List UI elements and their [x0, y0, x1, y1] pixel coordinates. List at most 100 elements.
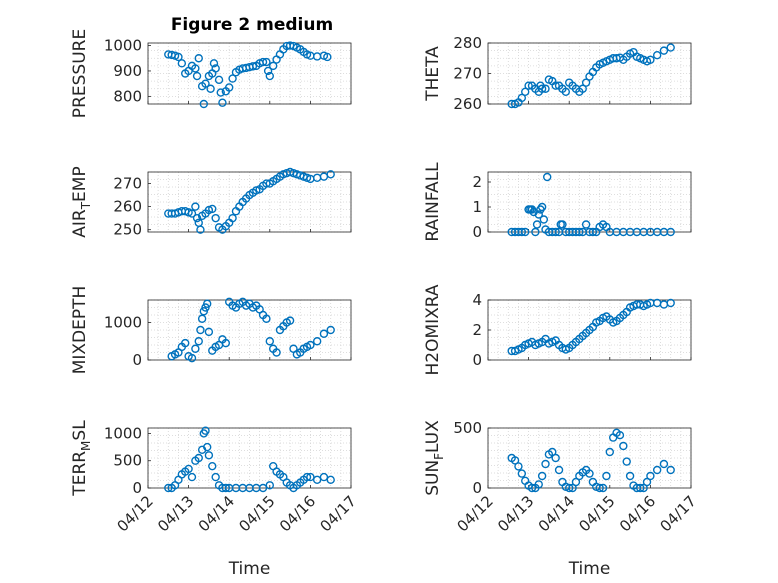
data-point: [228, 213, 237, 223]
data-point: [204, 327, 214, 337]
y-tick-label: 0: [472, 223, 482, 241]
x-tick-label: 04/13: [154, 492, 197, 535]
data-point: [187, 353, 197, 363]
data-point: [534, 210, 543, 219]
data-point: [622, 457, 631, 466]
subplot-terr-msl: 0 500 1000 TERRMSL 04/1204/1304/1404/1504/16…: [70, 420, 360, 579]
series-markers: [507, 298, 675, 356]
data-point: [537, 84, 547, 93]
y-axis-label: AIRTEMP: [70, 166, 93, 237]
data-point: [558, 220, 567, 229]
data-point: [214, 75, 224, 85]
subplot-air-temp: 250 260 270 AIRTEMP: [70, 166, 352, 239]
data-point: [204, 451, 214, 460]
y-tick-label: 260: [113, 198, 142, 216]
data-point: [177, 59, 187, 68]
data-point: [285, 316, 295, 325]
y-tick-label: 0: [132, 479, 142, 497]
x-tick-label: 04/12: [454, 492, 497, 535]
data-point: [265, 71, 274, 81]
y-tick-label: 900: [113, 62, 142, 80]
data-point: [191, 202, 200, 211]
data-point: [524, 81, 533, 90]
data-point: [203, 442, 212, 452]
y-tick-label: 2: [472, 173, 482, 191]
data-point: [211, 64, 220, 73]
data-point: [211, 213, 220, 223]
y-tick-label: 0: [472, 351, 482, 369]
x-tick-label: 04/14: [195, 492, 238, 535]
y-axis-label: RAINFALL: [423, 162, 443, 242]
data-point: [551, 227, 560, 237]
data-point: [312, 337, 322, 346]
data-point: [181, 338, 190, 348]
data-point: [625, 471, 635, 481]
data-point: [221, 483, 231, 493]
data-point: [646, 471, 655, 481]
data-point: [196, 225, 205, 234]
data-point: [201, 79, 210, 88]
grid-lines: [147, 42, 352, 105]
x-tick-label: 04/17: [317, 492, 360, 535]
y-tick-label: 270: [113, 175, 142, 193]
y-tick-label: 2: [472, 321, 482, 339]
data-point: [209, 59, 219, 68]
data-point: [534, 480, 543, 489]
data-point: [537, 471, 547, 481]
x-tick-label: 04/15: [235, 492, 278, 535]
data-point: [659, 46, 669, 55]
data-point: [578, 84, 587, 93]
y-tick-label: 800: [113, 87, 142, 105]
subplot-sun-flux: 0 500 SUNFLUX 04/1204/1304/1404/1504/1604/1…: [423, 419, 700, 579]
data-point: [605, 447, 614, 457]
data-point: [514, 462, 523, 471]
data-point: [224, 83, 234, 92]
data-point: [581, 220, 591, 229]
data-point: [510, 456, 520, 465]
y-axis-label: MIXDEPTH: [70, 286, 90, 375]
subplot-pressure: 800 900 1000 PRESSURE: [70, 29, 352, 118]
grid-lines: [147, 171, 352, 233]
data-point: [326, 325, 335, 335]
data-point: [581, 78, 591, 87]
data-point: [187, 472, 197, 482]
data-point: [262, 57, 271, 67]
data-point: [652, 51, 662, 60]
data-point: [191, 344, 200, 353]
x-axis-label: Time: [228, 559, 271, 579]
data-point: [194, 54, 203, 63]
data-point: [539, 215, 549, 224]
y-tick-label: 280: [453, 34, 482, 52]
data-point: [199, 99, 209, 109]
y-tick-label: 260: [453, 95, 482, 113]
data-point: [595, 483, 604, 493]
data-point: [537, 202, 547, 212]
x-tick-label: 04/15: [575, 492, 618, 535]
data-point: [258, 57, 268, 67]
y-tick-label: 1000: [104, 37, 142, 55]
data-point: [306, 472, 315, 482]
data-point: [568, 483, 577, 493]
data-point: [174, 52, 183, 62]
axes-box: [487, 427, 692, 489]
y-tick-label: 1000: [104, 314, 142, 332]
data-point: [208, 461, 217, 471]
x-tick-label: 04/12: [114, 492, 157, 535]
data-point: [531, 227, 540, 237]
data-point: [184, 464, 193, 474]
data-point: [527, 483, 537, 493]
series-markers: [507, 172, 675, 237]
data-point: [221, 338, 231, 348]
y-tick-label: 500: [453, 419, 482, 437]
data-point: [326, 170, 335, 179]
data-point: [517, 93, 527, 103]
data-point: [302, 472, 312, 482]
data-point: [268, 61, 278, 71]
data-point: [561, 87, 571, 97]
data-point: [565, 483, 574, 493]
data-point: [248, 62, 258, 71]
data-point: [191, 64, 200, 73]
data-point: [272, 348, 281, 357]
data-point: [192, 71, 202, 81]
